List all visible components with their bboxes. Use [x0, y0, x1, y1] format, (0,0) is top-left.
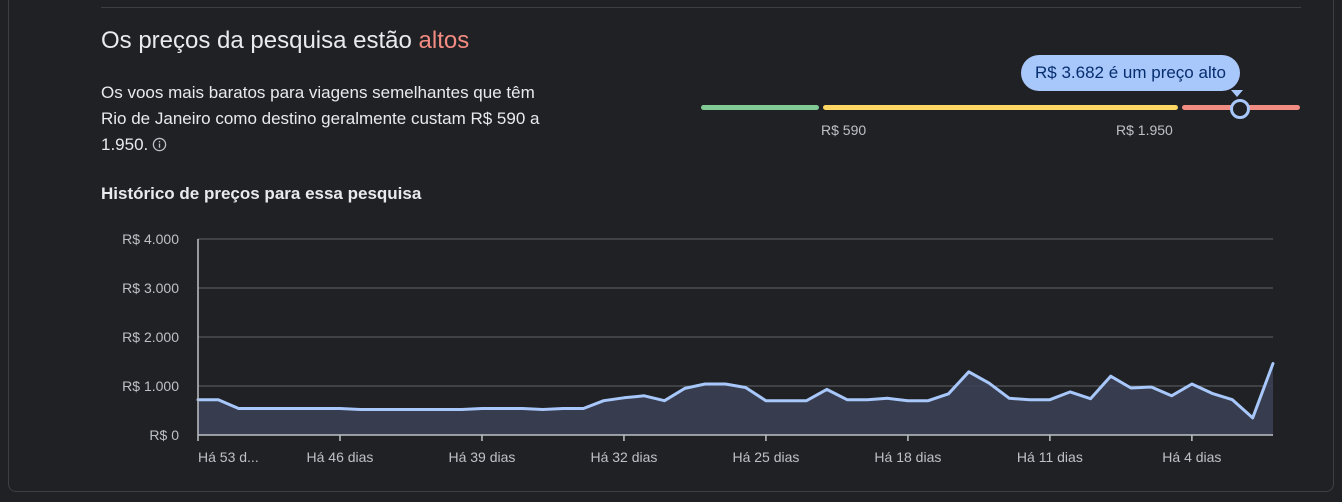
headline-prefix: Os preços da pesquisa estão: [101, 27, 419, 54]
x-tick-label: Há 32 dias: [590, 449, 657, 465]
x-tick-label: Há 53 d...: [198, 449, 259, 465]
section-divider: [101, 7, 1301, 8]
x-tick-label: Há 11 dias: [1017, 449, 1083, 465]
x-tick-label: Há 39 dias: [448, 449, 515, 465]
x-tick-label: Há 46 dias: [307, 449, 374, 465]
y-tick-label: R$ 4.000: [122, 231, 179, 247]
y-tick-label: R$ 1.000: [122, 378, 179, 394]
x-tick-label: Há 25 dias: [732, 449, 799, 465]
price-status-headline: Os preços da pesquisa estão altos: [101, 27, 469, 55]
info-icon[interactable]: [152, 137, 167, 152]
description-text: Os voos mais baratos para viagens semelh…: [101, 83, 540, 154]
price-area-fill: [198, 363, 1273, 435]
price-range-description: Os voos mais baratos para viagens semelh…: [101, 80, 561, 158]
price-history-line: [196, 362, 1275, 420]
x-tick-label: Há 4 dias: [1162, 449, 1221, 465]
price-level-label: altos: [418, 27, 470, 54]
y-tick-label: R$ 0: [149, 427, 179, 443]
y-tick-label: R$ 2.000: [122, 329, 179, 345]
y-tick-label: R$ 3.000: [122, 280, 179, 296]
x-tick-label: Há 18 dias: [874, 449, 941, 465]
price-history-title: Histórico de preços para essa pesquisa: [101, 184, 422, 203]
